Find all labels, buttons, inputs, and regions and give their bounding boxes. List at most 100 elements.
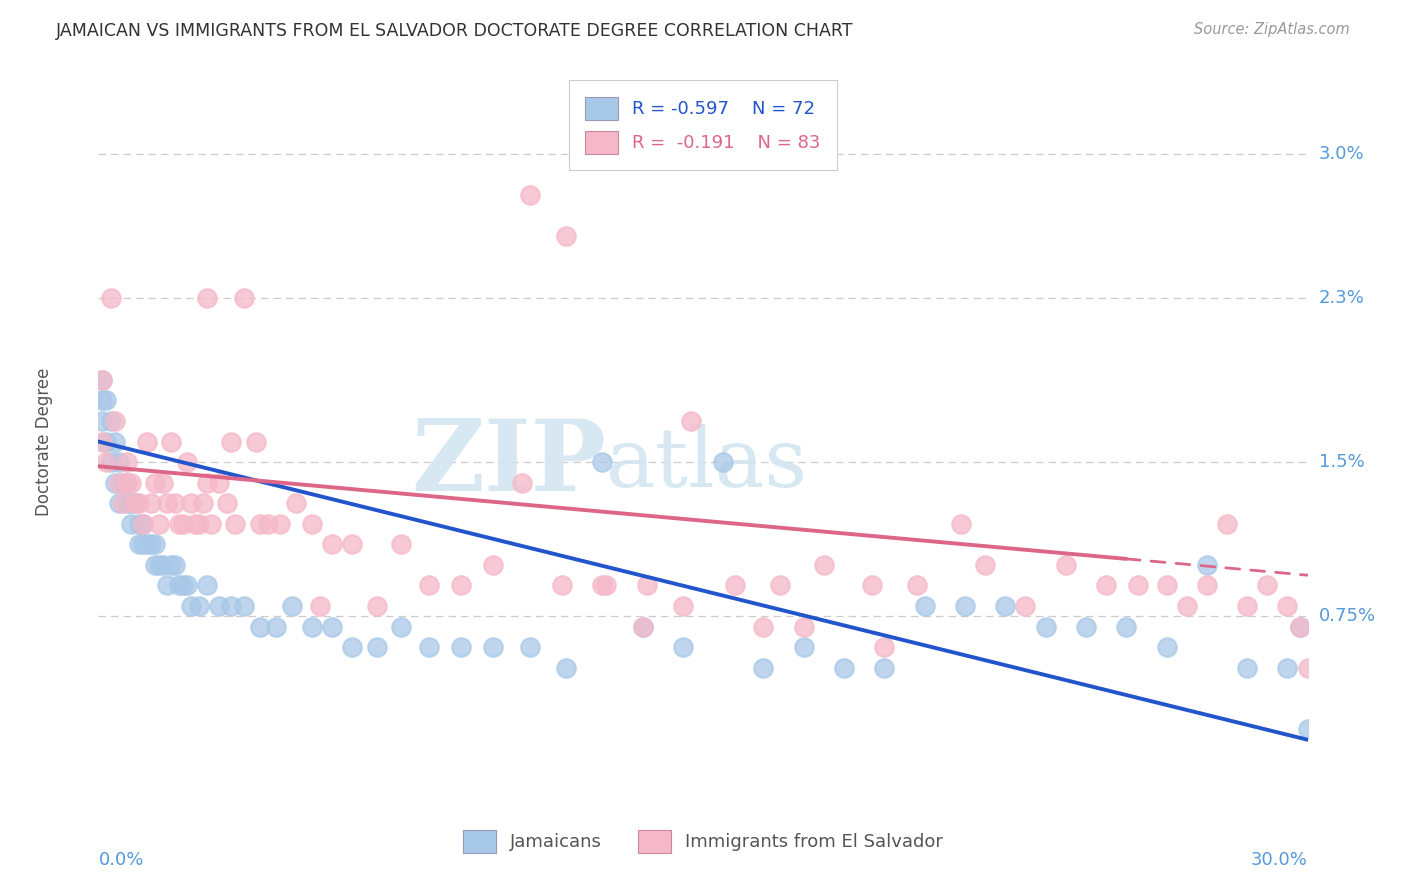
Point xyxy=(510,475,533,490)
Point xyxy=(156,578,179,592)
Point xyxy=(132,516,155,531)
Point xyxy=(100,414,122,428)
Point xyxy=(1288,620,1310,634)
Point xyxy=(450,640,472,655)
Point xyxy=(163,496,186,510)
Point xyxy=(1054,558,1077,572)
Point xyxy=(172,578,194,592)
Point xyxy=(152,475,174,490)
Point xyxy=(135,537,157,551)
Point xyxy=(1288,620,1310,634)
Point xyxy=(1296,661,1319,675)
Point xyxy=(232,291,254,305)
Point xyxy=(905,578,928,592)
Point xyxy=(994,599,1017,613)
Point xyxy=(1128,578,1150,592)
Text: 0.75%: 0.75% xyxy=(1319,607,1376,625)
Point xyxy=(103,475,125,490)
Point xyxy=(482,640,505,655)
Point xyxy=(768,578,790,592)
Point xyxy=(160,434,183,449)
Point xyxy=(450,578,472,592)
Point xyxy=(672,640,695,655)
Point xyxy=(107,496,129,510)
Point xyxy=(752,661,775,675)
Point xyxy=(914,599,936,613)
Point xyxy=(1277,599,1299,613)
Point xyxy=(115,496,138,510)
Point xyxy=(128,516,150,531)
Point xyxy=(366,640,388,655)
Text: 0.0%: 0.0% xyxy=(98,851,143,869)
Point xyxy=(188,516,211,531)
Point xyxy=(96,434,118,449)
Text: 30.0%: 30.0% xyxy=(1251,851,1308,869)
Point xyxy=(519,640,541,655)
Point xyxy=(793,620,815,634)
Point xyxy=(321,620,343,634)
Point xyxy=(200,516,222,531)
Point xyxy=(873,661,896,675)
Point xyxy=(224,516,246,531)
Text: Source: ZipAtlas.com: Source: ZipAtlas.com xyxy=(1194,22,1350,37)
Point xyxy=(221,434,243,449)
Point xyxy=(672,599,695,613)
Point xyxy=(91,373,114,387)
Point xyxy=(1256,578,1278,592)
Point xyxy=(342,537,364,551)
Point xyxy=(519,187,541,202)
Point xyxy=(195,578,218,592)
Point xyxy=(172,516,194,531)
Point xyxy=(152,558,174,572)
Point xyxy=(366,599,388,613)
Point xyxy=(111,496,134,510)
Point xyxy=(107,475,129,490)
Point xyxy=(143,558,166,572)
Point xyxy=(115,475,138,490)
Point xyxy=(1195,558,1218,572)
Point xyxy=(115,475,138,490)
Point xyxy=(208,475,231,490)
Point xyxy=(156,496,179,510)
Point xyxy=(636,578,658,592)
Point xyxy=(256,516,278,531)
Point xyxy=(148,558,170,572)
Point xyxy=(176,578,198,592)
Point xyxy=(120,496,142,510)
Point xyxy=(1175,599,1198,613)
Point xyxy=(724,578,747,592)
Point xyxy=(249,516,271,531)
Point xyxy=(217,496,239,510)
Point xyxy=(555,661,578,675)
Point xyxy=(100,455,122,469)
Point xyxy=(752,620,775,634)
Point xyxy=(595,578,617,592)
Legend: Jamaicans, Immigrants from El Salvador: Jamaicans, Immigrants from El Salvador xyxy=(454,821,952,862)
Point xyxy=(221,599,243,613)
Text: Doctorate Degree: Doctorate Degree xyxy=(35,368,53,516)
Point xyxy=(195,475,218,490)
Point xyxy=(96,455,118,469)
Point xyxy=(813,558,835,572)
Point xyxy=(124,496,146,510)
Point xyxy=(245,434,267,449)
Point xyxy=(107,455,129,469)
Text: 2.3%: 2.3% xyxy=(1319,289,1365,307)
Point xyxy=(193,496,215,510)
Point xyxy=(679,414,702,428)
Point xyxy=(1156,578,1178,592)
Point xyxy=(711,455,734,469)
Point xyxy=(1296,723,1319,737)
Point xyxy=(591,455,613,469)
Point xyxy=(232,599,254,613)
Point xyxy=(91,414,114,428)
Point xyxy=(631,620,654,634)
Point xyxy=(128,537,150,551)
Point xyxy=(132,516,155,531)
Point xyxy=(120,475,142,490)
Point xyxy=(176,455,198,469)
Point xyxy=(96,393,118,408)
Point xyxy=(91,434,114,449)
Point xyxy=(301,620,323,634)
Point xyxy=(1236,661,1258,675)
